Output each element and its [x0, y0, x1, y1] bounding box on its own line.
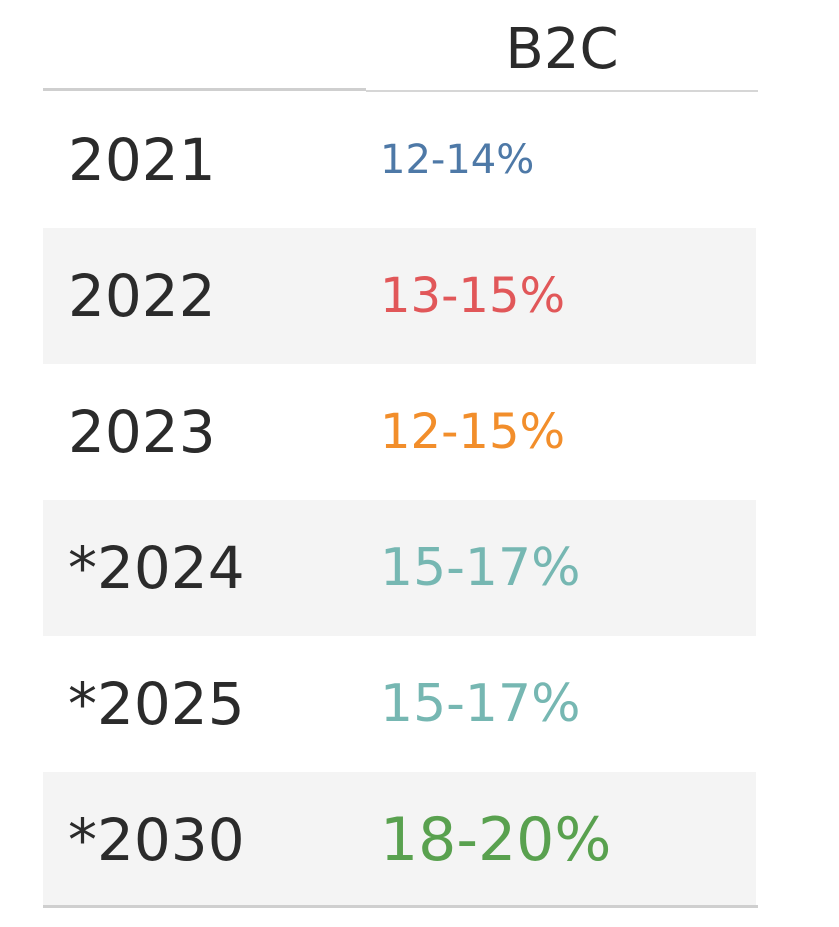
year-cell: 2022 — [68, 262, 216, 330]
year-cell: 2021 — [68, 126, 216, 194]
table-body: 2021 12-14% 2022 13-15% 2023 12-15% *2024 15-17… — [43, 92, 758, 908]
table-bottom-divider — [43, 905, 758, 908]
table-row: 2022 13-15% — [43, 228, 756, 364]
table-row: 2021 12-14% — [43, 92, 756, 228]
year-cell: 2023 — [68, 398, 216, 466]
table-header: B2C — [43, 0, 758, 92]
b2c-table: B2C 2021 12-14% 2022 13-15% 2023 12-15% *2024 1… — [43, 0, 758, 910]
b2c-value-cell: 12-14% — [380, 137, 535, 183]
b2c-value-cell: 15-17% — [380, 674, 581, 734]
column-header-b2c: B2C — [505, 17, 619, 82]
table-row: *2024 15-17% — [43, 500, 756, 636]
header-divider-right — [366, 90, 758, 92]
year-cell: *2030 — [68, 806, 245, 874]
table-row: *2025 15-17% — [43, 636, 756, 772]
header-divider-left — [43, 88, 366, 91]
year-cell: *2024 — [68, 534, 245, 602]
b2c-value-cell: 13-15% — [380, 268, 566, 324]
year-cell: *2025 — [68, 670, 245, 738]
table-row: *2030 18-20% — [43, 772, 756, 908]
table-row: 2023 12-15% — [43, 364, 756, 500]
b2c-value-cell: 18-20% — [380, 805, 612, 875]
b2c-value-cell: 12-15% — [380, 404, 566, 460]
b2c-value-cell: 15-17% — [380, 538, 581, 598]
